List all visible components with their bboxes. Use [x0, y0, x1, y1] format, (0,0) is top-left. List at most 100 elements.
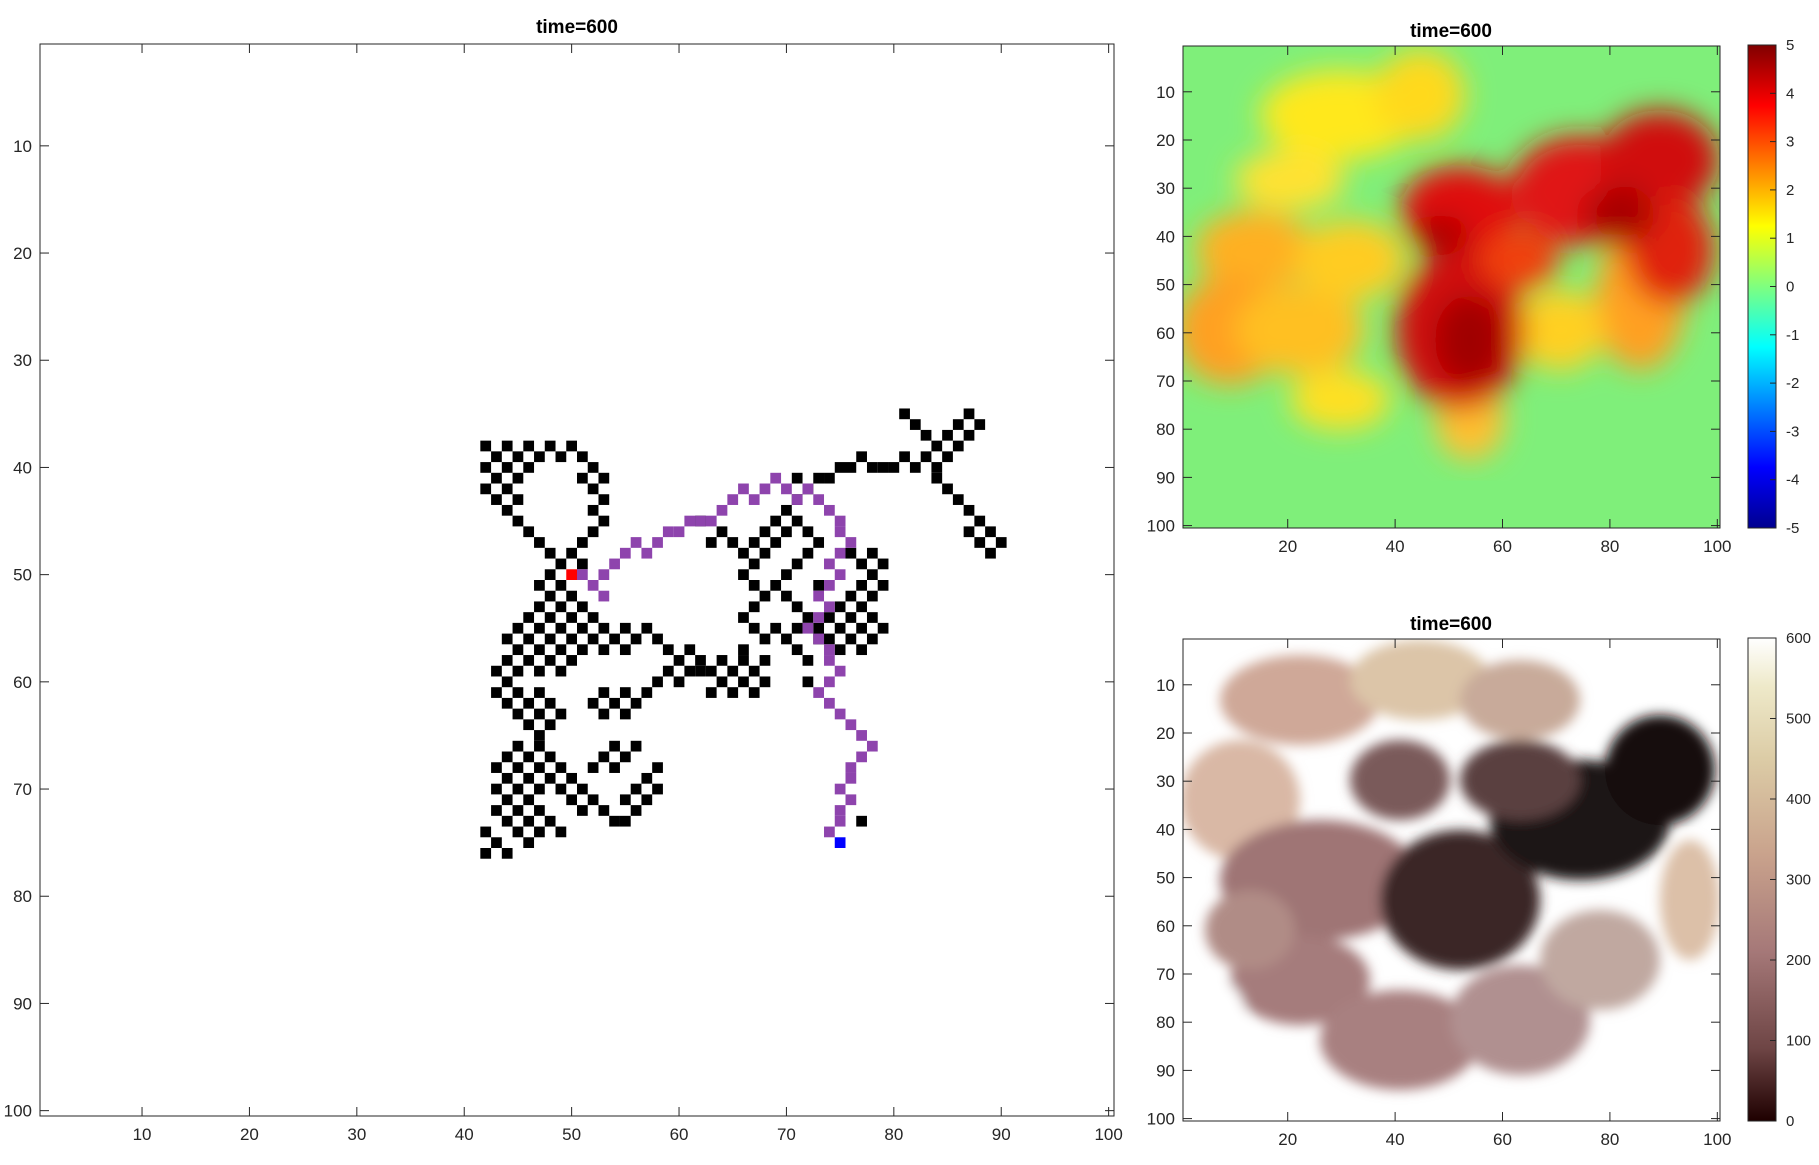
path-cell — [802, 622, 814, 634]
occupied-cell — [501, 440, 513, 452]
path-cell — [824, 676, 835, 688]
field-colorbar-label: -1 — [1786, 327, 1799, 344]
occupied-cell — [577, 783, 588, 795]
occupied-cell — [577, 472, 588, 484]
occupied-cell — [587, 462, 599, 473]
occupied-cell — [630, 633, 642, 645]
occupied-cell — [544, 719, 556, 731]
path-cell — [759, 483, 771, 495]
occupied-cell — [523, 462, 535, 473]
occupied-cell — [877, 558, 889, 570]
occupied-cell — [587, 697, 599, 709]
occupied-cell — [598, 494, 610, 505]
field-colorbar-label: 5 — [1786, 37, 1794, 54]
path-cell — [824, 580, 835, 591]
occupied-cell — [544, 590, 556, 602]
occupied-cell — [952, 494, 964, 505]
field-ytick-label: 40 — [1156, 227, 1175, 246]
occupied-cell — [770, 580, 782, 591]
occupied-cell — [512, 762, 524, 773]
occupied-cell — [512, 740, 524, 752]
path-cell — [662, 526, 674, 538]
occupied-cell — [791, 601, 803, 613]
time-ytick-label: 10 — [1156, 676, 1175, 695]
path-cell — [866, 740, 878, 752]
occupied-cell — [480, 848, 492, 859]
path-cell — [845, 762, 857, 773]
occupied-cell — [909, 419, 921, 430]
occupied-cell — [501, 504, 513, 516]
occupied-cell — [641, 622, 653, 634]
path-cell — [770, 472, 782, 484]
path-cell — [813, 612, 825, 623]
occupied-cell — [802, 655, 814, 666]
occupied-cell — [480, 440, 492, 452]
occupied-cell — [501, 751, 513, 763]
occupied-cell — [738, 676, 749, 688]
occupied-cell — [748, 687, 760, 698]
time-colorbar: 600 500 400 300 200 100 0 — [1747, 630, 1811, 1130]
occupied-cell — [544, 547, 556, 559]
time-image — [1183, 639, 1720, 1121]
occupied-cell — [609, 762, 620, 773]
occupied-cell — [952, 440, 964, 452]
path-cell — [598, 569, 610, 580]
time-plot: time=600 — [1147, 614, 1811, 1149]
occupied-cell — [759, 633, 771, 645]
field-ytick-label: 60 — [1156, 324, 1175, 343]
occupied-cell — [866, 462, 878, 473]
lattice-axes-frame — [39, 43, 1115, 1117]
occupied-cell — [963, 429, 975, 441]
occupied-cell — [512, 472, 524, 484]
time-xtick-label: 60 — [1493, 1130, 1512, 1149]
occupied-cell — [738, 569, 749, 580]
occupied-cell — [748, 601, 760, 613]
occupied-cell — [834, 462, 846, 473]
occupied-cell — [609, 633, 620, 645]
occupied-cell — [770, 537, 782, 548]
occupied-cell — [512, 708, 524, 720]
occupied-cell — [555, 644, 567, 656]
occupied-cell — [544, 697, 556, 709]
occupied-cell — [587, 526, 599, 538]
occupied-cell — [501, 848, 513, 859]
occupied-cell — [587, 483, 599, 495]
occupied-cell — [555, 451, 567, 463]
path-cell — [727, 494, 739, 505]
occupied-cell — [619, 815, 631, 827]
occupied-cell — [598, 472, 610, 484]
occupied-cell — [534, 687, 545, 698]
occupied-cell — [673, 655, 685, 666]
occupied-cell — [866, 547, 878, 559]
occupied-cell — [566, 633, 577, 645]
occupied-cell — [512, 451, 524, 463]
field-ytick-label: 20 — [1156, 131, 1175, 150]
occupied-cell — [619, 622, 631, 634]
occupied-cell — [866, 569, 878, 580]
occupied-cell — [598, 644, 610, 656]
occupied-cell — [544, 569, 556, 580]
path-cell — [705, 515, 717, 527]
occupied-cell — [716, 526, 728, 538]
occupied-cell — [534, 622, 545, 634]
field-xtick-label: 40 — [1386, 537, 1405, 556]
occupied-cell — [781, 633, 792, 645]
occupied-cell — [662, 644, 674, 656]
occupied-cell — [705, 687, 717, 698]
time-ytick-label: 30 — [1156, 772, 1175, 791]
occupied-cell — [652, 783, 663, 795]
occupied-cell — [544, 815, 556, 827]
occupied-cell — [566, 794, 577, 806]
occupied-cell — [813, 472, 825, 484]
occupied-cell — [748, 580, 760, 591]
path-cell — [630, 537, 642, 548]
path-cell — [652, 537, 663, 548]
occupied-cell — [727, 665, 739, 677]
occupied-cell — [630, 805, 642, 816]
path-cell — [824, 558, 835, 570]
occupied-cell — [684, 644, 696, 656]
time-colorbar-label: 200 — [1786, 952, 1811, 969]
field-colorbar-label: -3 — [1786, 423, 1799, 440]
occupied-cell — [555, 762, 567, 773]
